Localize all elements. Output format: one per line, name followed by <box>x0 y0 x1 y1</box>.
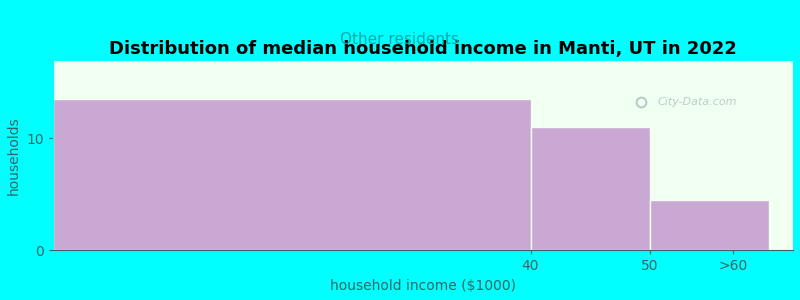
Bar <box>650 200 769 250</box>
X-axis label: household income ($1000): household income ($1000) <box>330 279 516 293</box>
Bar <box>53 99 530 250</box>
Y-axis label: households: households <box>7 116 21 195</box>
Bar <box>530 127 650 250</box>
Text: Other residents: Other residents <box>341 32 459 46</box>
Title: Distribution of median household income in Manti, UT in 2022: Distribution of median household income … <box>109 40 737 58</box>
Text: City-Data.com: City-Data.com <box>657 97 737 107</box>
